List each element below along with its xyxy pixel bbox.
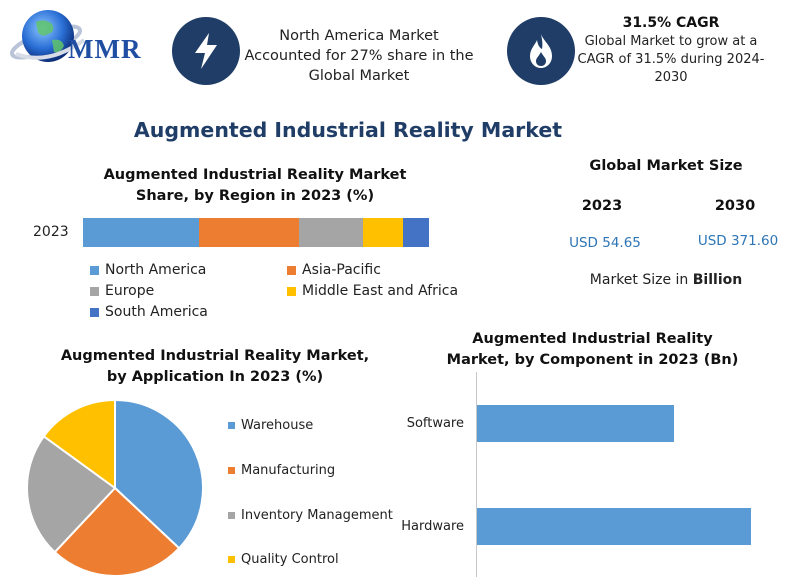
legend-label: Inventory Management xyxy=(241,508,393,523)
pie-legend-manufacturing: Manufacturing xyxy=(228,463,335,478)
region-segment-north-america xyxy=(83,218,199,247)
pie-legend-quality-control: Quality Control xyxy=(228,552,339,567)
legend-label: South America xyxy=(105,304,208,320)
region-segment-south-america xyxy=(403,218,429,247)
component-label-hardware: Hardware xyxy=(401,519,464,534)
region-bar xyxy=(83,218,429,247)
region-segment-middle-east-and-africa xyxy=(363,218,404,247)
brand-name: MMR xyxy=(68,34,142,64)
region-segment-asia-pacific xyxy=(198,218,300,247)
pie-legend-inventory-management: Inventory Management xyxy=(228,508,393,523)
legend-swatch xyxy=(287,265,296,275)
legend-label: Manufacturing xyxy=(241,463,336,478)
market-size-note-prefix: Market Size in xyxy=(589,272,693,288)
legend-label: Middle East and Africa xyxy=(302,283,459,299)
component-label-software: Software xyxy=(406,416,464,431)
market-size-year-2023: 2023 xyxy=(581,198,623,214)
legend-swatch xyxy=(228,422,235,429)
legend-swatch xyxy=(90,265,99,275)
region-chart-title: Augmented Industrial Reality Market Shar… xyxy=(103,167,407,204)
market-size-note: Market Size in Billion xyxy=(560,272,772,288)
legend-swatch xyxy=(228,467,235,474)
component-chart-title: Augmented Industrial Reality Market, by … xyxy=(446,331,739,368)
legend-middle-east-africa: Middle East and Africa xyxy=(287,283,458,299)
legend-swatch xyxy=(228,556,235,563)
lightning-icon-badge xyxy=(172,17,240,85)
legend-south-america: South America xyxy=(90,304,208,320)
application-chart-title: Augmented Industrial Reality Market, by … xyxy=(60,348,370,385)
application-pie xyxy=(26,398,204,577)
market-size-year-2030: 2030 xyxy=(714,198,756,214)
region-segment-europe xyxy=(299,218,364,247)
market-size-note-unit: Billion xyxy=(692,272,743,288)
component-axis-line xyxy=(476,372,477,577)
legend-swatch xyxy=(287,286,296,296)
pie-slice-quality-control xyxy=(42,398,116,490)
legend-europe: Europe xyxy=(90,283,154,299)
page-title: Augmented Industrial Reality Market xyxy=(133,118,563,142)
market-size-value-2023: USD 54.65 xyxy=(569,235,641,251)
cagr-title: 31.5% CAGR xyxy=(622,15,720,31)
legend-swatch xyxy=(90,286,99,296)
globe-icon xyxy=(9,10,86,62)
legend-label: Europe xyxy=(105,283,155,299)
legend-label: Warehouse xyxy=(241,418,314,433)
legend-swatch xyxy=(228,512,235,519)
pie-slice-manufacturing xyxy=(53,486,181,577)
legend-north-america: North America xyxy=(90,262,206,278)
flame-icon-badge xyxy=(507,17,575,85)
pie-slice-inventory-management xyxy=(26,434,117,554)
header-card2: 31.5% CAGR Global Market to grow at a CA… xyxy=(573,14,769,87)
flame-icon xyxy=(530,34,552,68)
market-size-title: Global Market Size xyxy=(589,158,743,174)
brand-logo: MMR xyxy=(8,4,158,76)
legend-swatch xyxy=(90,307,99,317)
component-bar-software xyxy=(477,405,675,442)
pie-slice-warehouse xyxy=(114,398,204,550)
component-bar-hardware xyxy=(477,508,752,545)
pie-legend-warehouse: Warehouse xyxy=(228,418,313,433)
lightning-icon xyxy=(195,33,217,69)
region-category-label: 2023 xyxy=(33,224,69,240)
legend-asia-pacific: Asia-Pacific xyxy=(287,262,381,278)
legend-label: North America xyxy=(105,262,207,278)
market-size-value-2030: USD 371.60 xyxy=(697,233,779,249)
legend-label: Asia-Pacific xyxy=(302,262,381,278)
header-card1-text: North America Market Accounted for 27% s… xyxy=(244,28,474,84)
cagr-text: Global Market to grow at a CAGR of 31.5%… xyxy=(577,34,765,85)
legend-label: Quality Control xyxy=(241,552,339,567)
